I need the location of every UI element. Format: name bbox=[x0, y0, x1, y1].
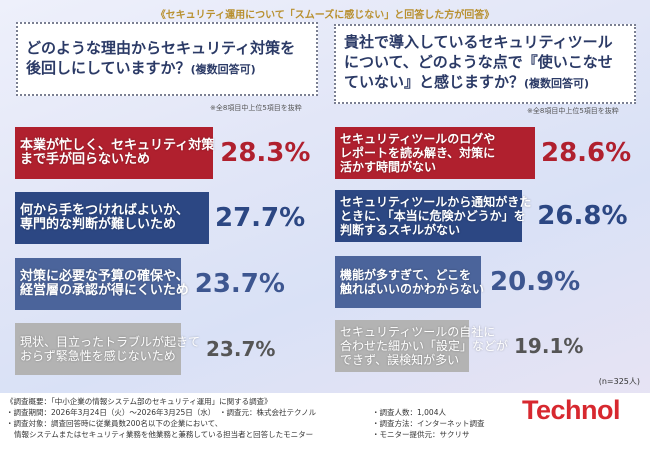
bar-label: 何から手をつければよいか、 専門的な判断が難しいため bbox=[20, 203, 189, 232]
bar-label: 本業が忙しく、セキュリティ対策 まで手が回らないため bbox=[20, 138, 215, 167]
question-left-sub: (複数回答可) bbox=[190, 63, 256, 76]
bar-label: 現状、目立ったトラブルが起きて おらず緊急性を感じないため bbox=[20, 335, 201, 363]
note-left: ※全8項目中上位5項目を抜粋 bbox=[210, 104, 302, 112]
sample-size: (n=325人) bbox=[598, 377, 640, 386]
bar-0-0: 本業が忙しく、セキュリティ対策 まで手が回らないため bbox=[15, 127, 215, 179]
value-label: 19.1% bbox=[514, 334, 584, 358]
value-label: 26.8% bbox=[537, 201, 628, 231]
bar-label: セキュリティツールのログや レポートを読み解き、対策に 活かす時間がない bbox=[340, 132, 496, 174]
bar-0-3: 現状、目立ったトラブルが起きて おらず緊急性を感じないため bbox=[15, 323, 200, 375]
footer-method: ・調査方法：インターネット調査 bbox=[372, 419, 485, 428]
bar-0-1: 何から手をつければよいか、 専門的な判断が難しいため bbox=[15, 192, 209, 244]
value-label: 23.7% bbox=[206, 337, 276, 361]
question-right-sub: (複数回答可) bbox=[524, 77, 590, 90]
question-box-right: 貴社で導入しているセキュリティツールについて、どのような点で『使いこなせていない… bbox=[334, 24, 636, 104]
bar-1-0: セキュリティツールのログや レポートを読み解き、対策に 活かす時間がない bbox=[335, 127, 535, 179]
footer-title: 《調査概要：「中小企業の情報システム部のセキュリティ運用」に関する調査》 bbox=[6, 397, 272, 406]
bar-label: セキュリティツールの自社に 合わせた細かい「設定」などが できず、誤検知が多い bbox=[340, 325, 509, 367]
bar-1-2: 機能が多すぎて、どこを 触ればいいのかわからない bbox=[335, 256, 485, 308]
bar-label: セキュリティツールから通知がきた ときに、「本当に危険かどうか」を 判断するスキ… bbox=[340, 195, 532, 237]
bar-1-1: セキュリティツールから通知がきた ときに、「本当に危険かどうか」を 判断するスキ… bbox=[335, 190, 531, 242]
question-right: 貴社で導入しているセキュリティツールについて、どのような点で『使いこなせていない… bbox=[344, 33, 613, 91]
bar-0-2: 対策に必要な予算の確保や、 経営層の承認が得にくいため bbox=[15, 258, 189, 310]
question-left: どのような理由からセキュリティ対策を後回しにしていますか？ bbox=[26, 39, 296, 77]
value-label: 27.7% bbox=[215, 203, 306, 233]
footer-source: ・調査元：株式会社テクノル bbox=[219, 408, 317, 417]
footer-target-cont: 情報システムまたはセキュリティ業務を他業務と兼務している担当者と回答したモニター bbox=[14, 430, 314, 439]
bar-label: 機能が多すぎて、どこを 触ればいいのかわからない bbox=[340, 268, 485, 296]
note-right: ※全8項目中上位5項目を抜粋 bbox=[527, 107, 619, 115]
footer-count: ・調査人数：1,004人 bbox=[372, 408, 446, 417]
value-label: 28.6% bbox=[541, 138, 632, 168]
footer-provider: ・モニター提供元：サクリサ bbox=[372, 430, 470, 439]
value-label: 23.7% bbox=[194, 269, 285, 299]
question-box-left: どのような理由からセキュリティ対策を後回しにしていますか？(複数回答可) bbox=[16, 22, 318, 96]
footer-period: ・調査期間：2026年3月24日（火）～2026年3月25日（水） bbox=[6, 408, 212, 417]
survey-header: 《セキュリティ運用について「スムーズに感じない」と回答した方が回答》 bbox=[155, 10, 495, 21]
value-label: 28.3% bbox=[220, 138, 311, 168]
bar-1-3: セキュリティツールの自社に 合わせた細かい「設定」などが できず、誤検知が多い bbox=[335, 320, 508, 372]
value-label: 20.9% bbox=[490, 267, 581, 297]
technol-logo: Technol bbox=[521, 395, 621, 425]
footer-target: ・調査対象：調査回答時に従業員数200名以下の企業において、 bbox=[6, 419, 223, 428]
survey-footer: 《調査概要：「中小企業の情報システム部のセキュリティ運用」に関する調査》 ・調査… bbox=[0, 393, 650, 450]
bar-label: 対策に必要な予算の確保や、 経営層の承認が得にくいため bbox=[20, 269, 189, 298]
